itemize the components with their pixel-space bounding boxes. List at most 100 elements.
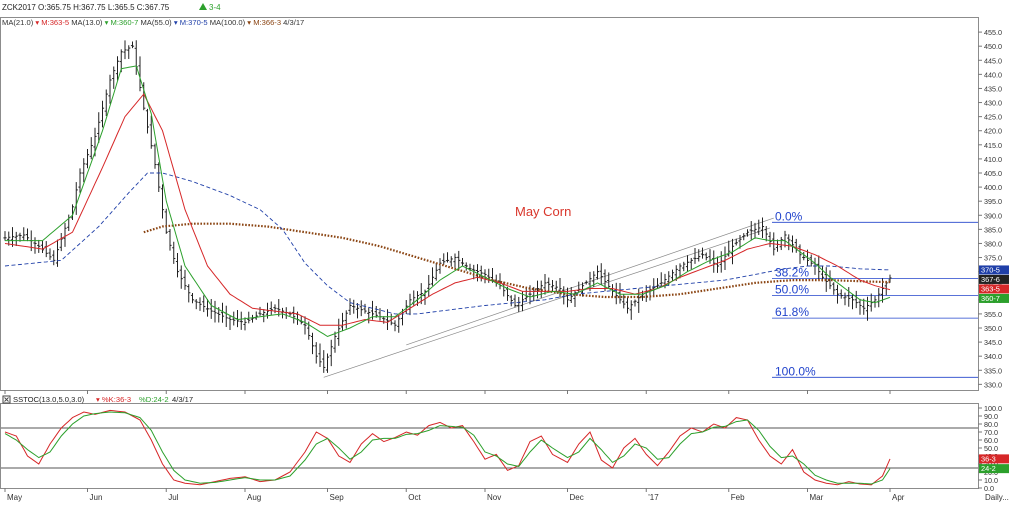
stochastic-tick-label: 50.0 (984, 444, 998, 453)
ohlc-bar (464, 262, 468, 271)
ohlc-bar (393, 320, 397, 332)
ohlc-bar (779, 236, 783, 251)
symbol-label: ZCK2017 (2, 3, 36, 12)
price-pane[interactable] (0, 17, 979, 391)
ohlc-bar (333, 331, 337, 353)
ohlc-bar (858, 298, 862, 315)
ohlc-bar (288, 311, 292, 317)
ohlc-bar (539, 280, 543, 298)
ohlc-bar (483, 269, 487, 284)
ohlc-bar (790, 235, 795, 253)
ohlc-bar (607, 272, 611, 289)
ohlc-bar (14, 231, 18, 246)
ohlc-bar (55, 239, 60, 267)
ohlc-bar (670, 269, 675, 281)
price-tick-label: 455.0 (984, 28, 1002, 37)
ohlc-bar (843, 292, 847, 306)
ohlc-bar (438, 258, 442, 274)
stochastic-tick-label: 10.0 (984, 476, 998, 485)
ohlc-bar (273, 304, 277, 314)
ohlc-bar (25, 228, 30, 242)
price-tick-label: 380.0 (984, 239, 1002, 248)
price-tick-label: 440.0 (984, 70, 1002, 79)
ma-legend-item: 4/3/17 (281, 18, 304, 27)
ohlc-bar (449, 256, 453, 267)
ohlc-bar (689, 257, 693, 270)
moving-averages (4, 65, 891, 338)
ohlc-bar (445, 252, 450, 263)
time-tick-label: Jul (168, 493, 178, 502)
ohlc-bar (48, 248, 52, 260)
ohlc-bar (108, 74, 112, 104)
ohlc-bar (712, 250, 716, 273)
time-tick-label: Feb (731, 493, 745, 502)
ohlc-bar (475, 264, 480, 282)
ohlc-bar (427, 274, 431, 297)
ohlc-bar (757, 219, 761, 236)
ohlc-bar (149, 115, 153, 149)
ohlc-bars (3, 40, 892, 373)
ohlc-bar (70, 204, 75, 220)
ohlc-bar (682, 261, 686, 272)
ohlc-bar (63, 222, 67, 247)
ohlc-bar (618, 282, 622, 304)
ohlc-bar (558, 278, 562, 298)
price-tick-label: 395.0 (984, 197, 1002, 206)
fib-level-label: 61.8% (775, 305, 809, 319)
ohlc-bar (138, 56, 142, 92)
fib-level-label: 0.0% (775, 209, 803, 223)
price-tick-label: 410.0 (984, 155, 1002, 164)
price-tick-label: 375.0 (984, 254, 1002, 263)
stochastic-tick-label: 0.0 (984, 484, 994, 493)
stochastic-pane[interactable] (0, 403, 979, 489)
price-badge: 24-2 (979, 464, 1009, 473)
ohlc-bar (172, 241, 176, 264)
ohlc-bar (625, 297, 630, 314)
price-badge-label: 370-5 (981, 266, 1000, 275)
time-tick-label: Jun (90, 493, 103, 502)
ohlc-bar (213, 300, 217, 323)
time-tick-label: Sep (330, 493, 345, 502)
price-tick-label: 350.0 (984, 324, 1002, 333)
price-badge-label: 24-2 (981, 464, 996, 473)
ma-legend-item: ▾ M:366-3 (245, 18, 281, 27)
price-tick-label: 420.0 (984, 127, 1002, 136)
ma21-line (4, 93, 891, 326)
ohlc-bar (565, 287, 570, 308)
ohlc-bar (153, 143, 157, 169)
ohlc-bar (397, 314, 401, 333)
ohlc-bar (820, 265, 825, 282)
ohlc-bar (359, 300, 363, 317)
ohlc-bar (453, 253, 457, 268)
ohlc-bar (40, 240, 45, 254)
ohlc-bar (367, 307, 371, 324)
fib-level-label: 50.0% (775, 283, 809, 297)
quote-label: O:365.75 H:367.75 L:365.5 C:367.75 (38, 3, 170, 12)
ohlc-bar (547, 277, 551, 292)
ohlc-bar (850, 294, 855, 310)
ohlc-bar (700, 247, 705, 259)
ohlc-bar (460, 258, 465, 266)
ohlc-bar (524, 288, 528, 302)
interval-label[interactable]: Daily... (985, 493, 1009, 502)
ohlc-bar (209, 298, 213, 319)
ohlc-bar (854, 290, 858, 309)
ohlc-bar (348, 298, 352, 316)
ohlc-bar (340, 312, 345, 332)
price-badge-box (979, 464, 1009, 474)
stochastic-tick-label: 100.0 (984, 404, 1002, 413)
price-tick-label: 335.0 (984, 366, 1002, 375)
price-badge-box (979, 454, 1009, 464)
fib-level-label: 38.2% (775, 265, 809, 279)
up-arrow-icon (199, 3, 207, 10)
ohlc-bar (385, 309, 390, 330)
ohlc-bar (749, 221, 753, 240)
ohlc-bar (457, 250, 461, 271)
ohlc-bar (573, 290, 577, 307)
price-tick-label: 345.0 (984, 338, 1002, 347)
ohlc-bar (277, 299, 281, 317)
ohlc-bar (115, 56, 120, 81)
ma-legend-item: MA(21.0) (2, 18, 34, 27)
